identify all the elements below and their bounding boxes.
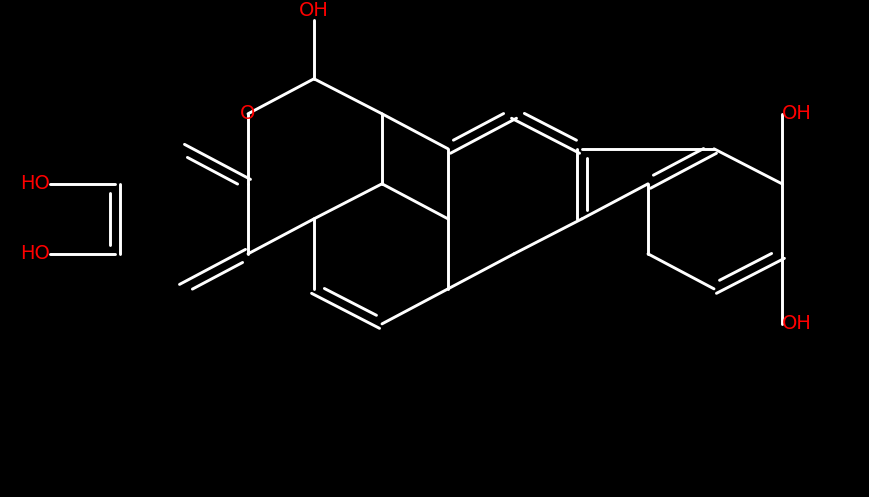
Text: O: O (240, 104, 255, 123)
Text: OH: OH (781, 315, 811, 333)
Text: OH: OH (781, 104, 811, 123)
Text: HO: HO (20, 245, 50, 263)
Text: OH: OH (299, 1, 328, 20)
Text: HO: HO (20, 174, 50, 193)
